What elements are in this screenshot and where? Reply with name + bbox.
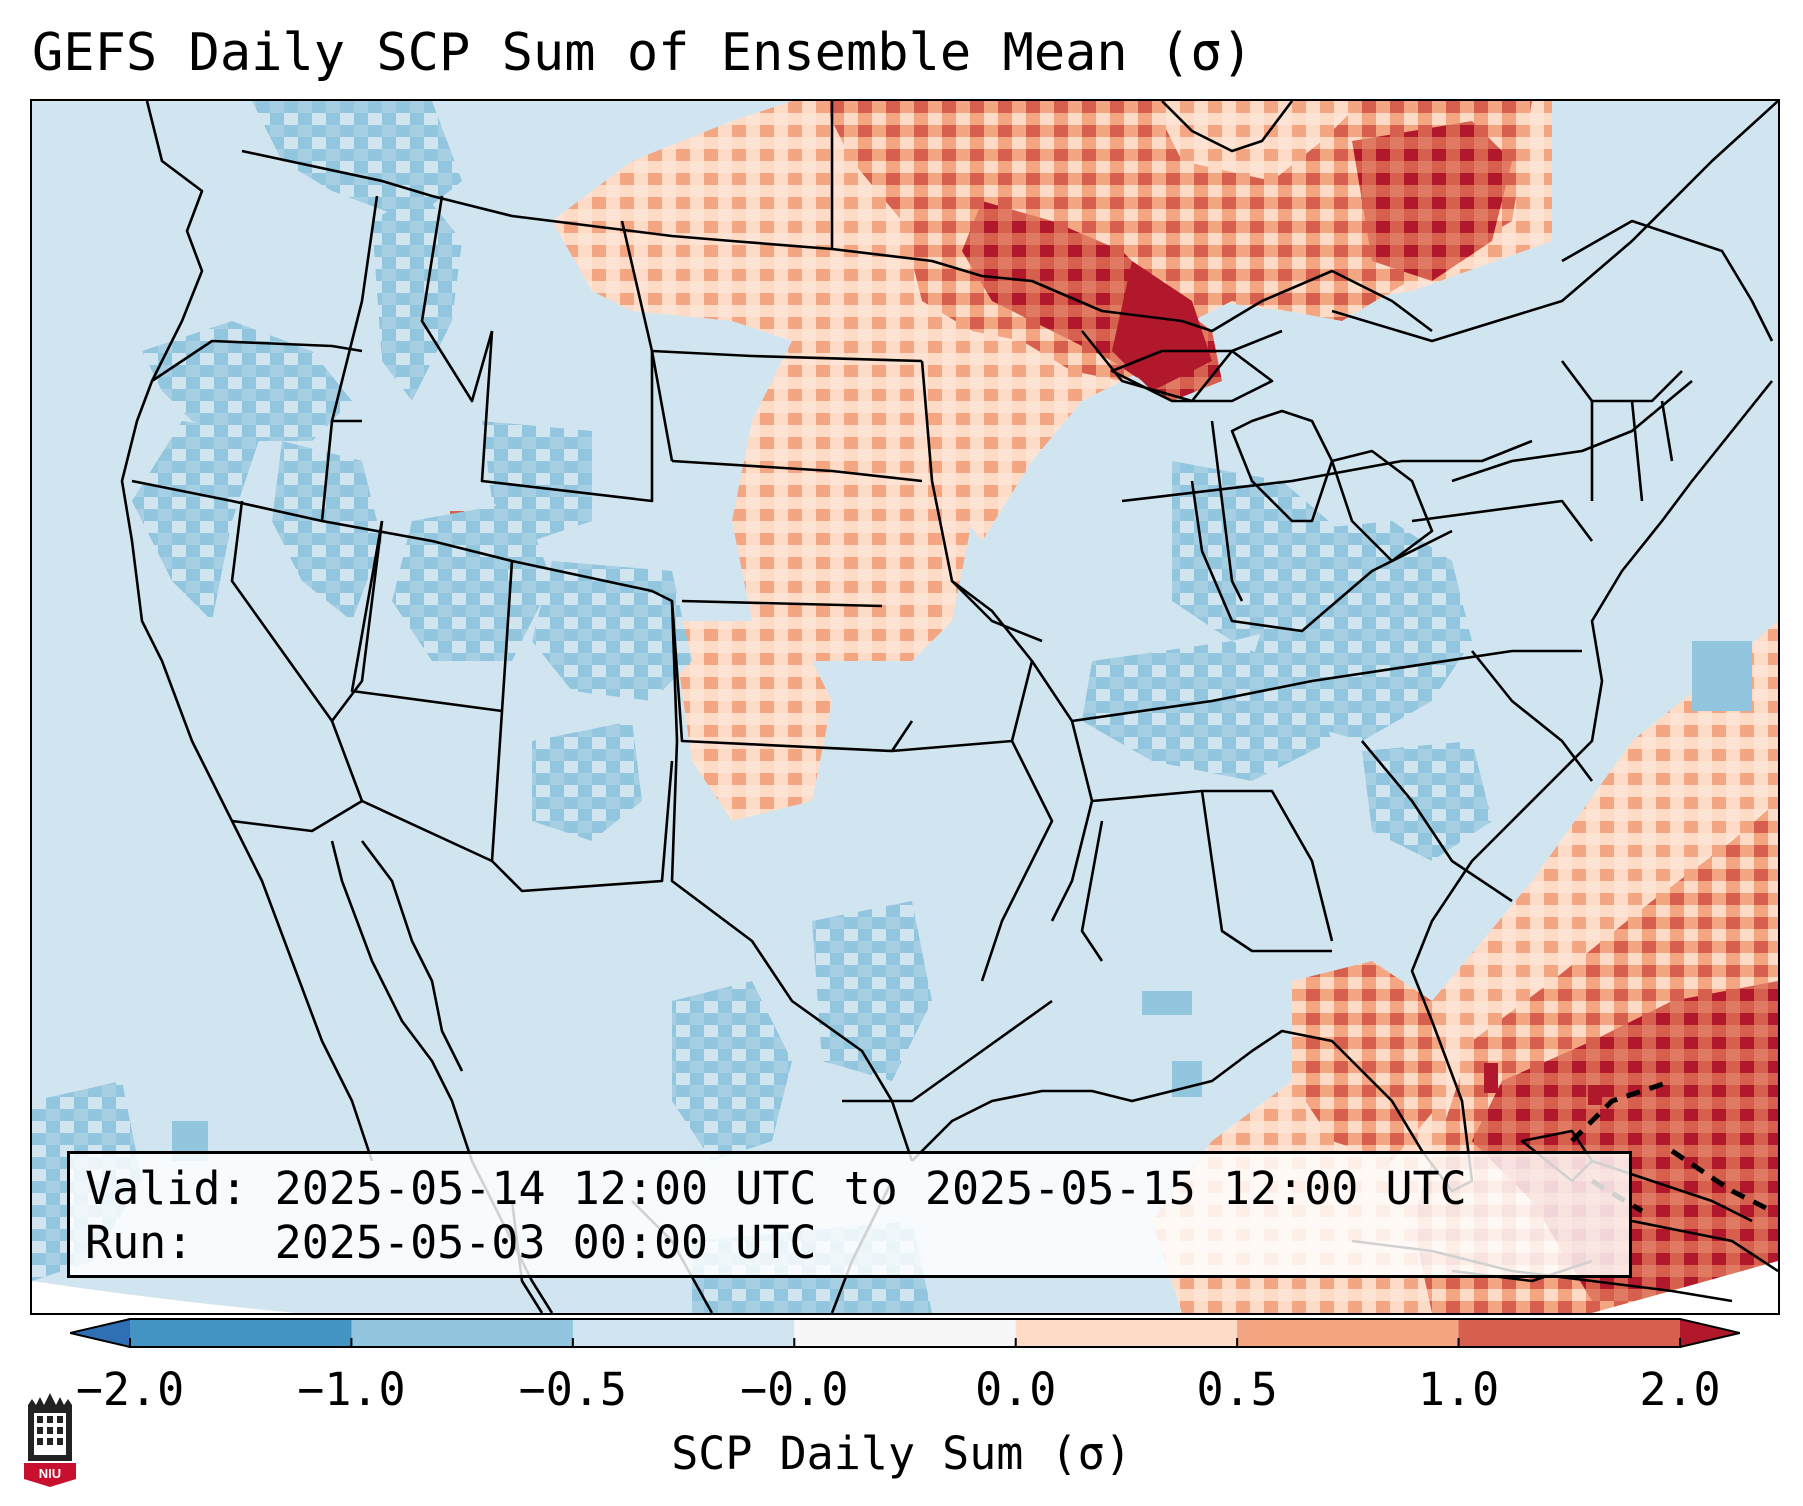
colorbar-tick-label: −2.0: [75, 1363, 185, 1416]
negative-anomaly-areas: [32, 101, 1752, 1313]
run-row: Run: 2025-05-03 00:00 UTC: [85, 1216, 1614, 1270]
colorbar-bin: [794, 1319, 1017, 1347]
map-canvas: [32, 101, 1778, 1313]
colorbar-label: SCP Daily Sum (σ): [671, 1427, 1132, 1480]
run-label: Run:: [85, 1216, 194, 1269]
colorbar-extend-low: [70, 1319, 130, 1347]
run-value: 2025-05-03 00:00 UTC: [274, 1216, 817, 1269]
colorbar: [70, 1318, 1740, 1348]
colorbar-tick-label: 0.0: [975, 1363, 1057, 1416]
colorbar-bin: [1237, 1319, 1460, 1347]
domain-edge: [32, 1281, 297, 1313]
valid-row: Valid: 2025-05-14 12:00 UTC to 2025-05-1…: [85, 1162, 1614, 1216]
colorbar-bin: [130, 1319, 352, 1347]
colorbar-segments: [70, 1318, 1740, 1348]
state-borders: [120, 101, 1778, 1162]
colorbar-tick-label: −0.0: [740, 1363, 849, 1416]
colorbar-ticks: [129, 1338, 1681, 1348]
colorbar-tick-label: 2.0: [1639, 1363, 1721, 1416]
colorbar-bin: [1458, 1319, 1681, 1347]
logo-text: NIU: [39, 1466, 61, 1481]
colorbar-bin: [1015, 1319, 1238, 1347]
page-title: GEFS Daily SCP Sum of Ensemble Mean (σ): [32, 23, 1253, 83]
valid-label: Valid:: [85, 1162, 248, 1215]
niu-logo: NIU: [24, 1393, 76, 1487]
valid-value: 2025-05-14 12:00 UTC to 2025-05-15 12:00…: [274, 1162, 1467, 1215]
colorbar-tick-label: −1.0: [297, 1363, 406, 1416]
colorbar-tick-label: 1.0: [1417, 1363, 1500, 1416]
colorbar-extend-high: [1680, 1319, 1740, 1347]
colorbar-bin: [351, 1319, 574, 1347]
map-panel[interactable]: [30, 99, 1780, 1315]
colorbar-tick-label: −0.5: [518, 1363, 628, 1416]
colorbar-tick-label: 0.5: [1196, 1363, 1278, 1416]
valid-time-box: Valid: 2025-05-14 12:00 UTC to 2025-05-1…: [67, 1151, 1632, 1278]
positive-anomaly-areas: [450, 101, 1778, 1313]
colorbar-bin: [572, 1319, 795, 1347]
